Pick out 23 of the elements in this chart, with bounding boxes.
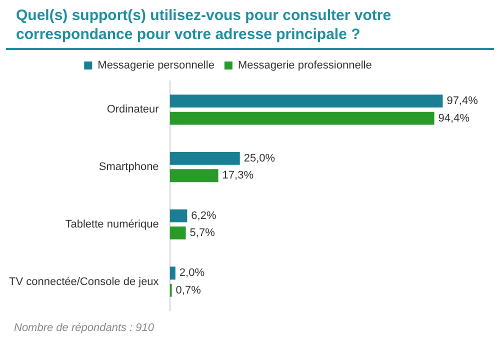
legend-label: Messagerie personnelle (98, 60, 214, 72)
bar (170, 152, 240, 165)
data-label: 2,0% (179, 267, 205, 280)
y-tick-label: Ordinateur (106, 104, 160, 116)
data-label: 5,7% (190, 227, 216, 240)
bar (170, 266, 176, 280)
y-tick-label: Tablette numérique (65, 218, 159, 230)
data-label: 6,2% (191, 210, 216, 222)
bar (170, 112, 434, 125)
data-label: 0,7% (176, 284, 202, 296)
data-label: 97,4% (446, 95, 478, 108)
y-tick-label: TV connectée/Console de jeux (8, 276, 160, 288)
y-tick-label: Smartphone (98, 161, 159, 174)
data-label: 17,3% (222, 170, 254, 182)
bar (170, 209, 188, 222)
data-label: 25,0% (244, 152, 276, 164)
text: Nombre de répondants : 910 (13, 321, 156, 336)
bar (170, 169, 218, 182)
data-label: 94,4% (438, 112, 470, 124)
legend-label: Messagerie professionnelle (238, 60, 372, 72)
bar (170, 94, 443, 108)
bar (170, 226, 186, 240)
chart-title: Quel(s) support(s) utilisez-vous pour consulter votre correspondance pour votre adresse principale ? (6, 0, 494, 50)
